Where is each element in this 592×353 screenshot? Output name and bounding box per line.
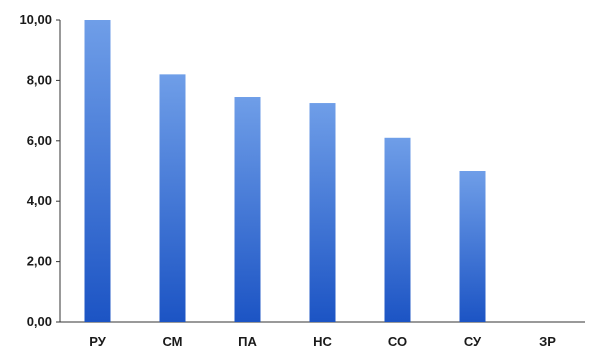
bar-4 — [384, 137, 411, 322]
bar-0 — [84, 20, 111, 322]
y-tick-label: 0,00 — [27, 314, 52, 329]
x-axis: РУ СМ ПА НС СО СУ ЗР — [60, 321, 585, 349]
bars — [84, 20, 486, 322]
bar-1 — [159, 74, 186, 322]
y-tick-label: 4,00 — [27, 193, 52, 208]
y-axis: 0,00 2,00 4,00 6,00 8,00 10,00 — [19, 12, 61, 329]
bar-2 — [234, 97, 261, 322]
x-tick-label: СУ — [464, 334, 482, 349]
x-tick-label: НС — [313, 334, 332, 349]
x-tick-label: ЗР — [539, 334, 556, 349]
x-tick-label: ПА — [238, 334, 257, 349]
x-tick-label: СО — [388, 334, 407, 349]
bar-5 — [459, 171, 486, 322]
y-tick-label: 10,00 — [19, 12, 52, 27]
y-tick-label: 8,00 — [27, 72, 52, 87]
x-tick-label: РУ — [89, 334, 106, 349]
x-tick-label: СМ — [162, 334, 182, 349]
y-tick-label: 6,00 — [27, 133, 52, 148]
y-tick-label: 2,00 — [27, 254, 52, 269]
bar-3 — [309, 103, 336, 322]
